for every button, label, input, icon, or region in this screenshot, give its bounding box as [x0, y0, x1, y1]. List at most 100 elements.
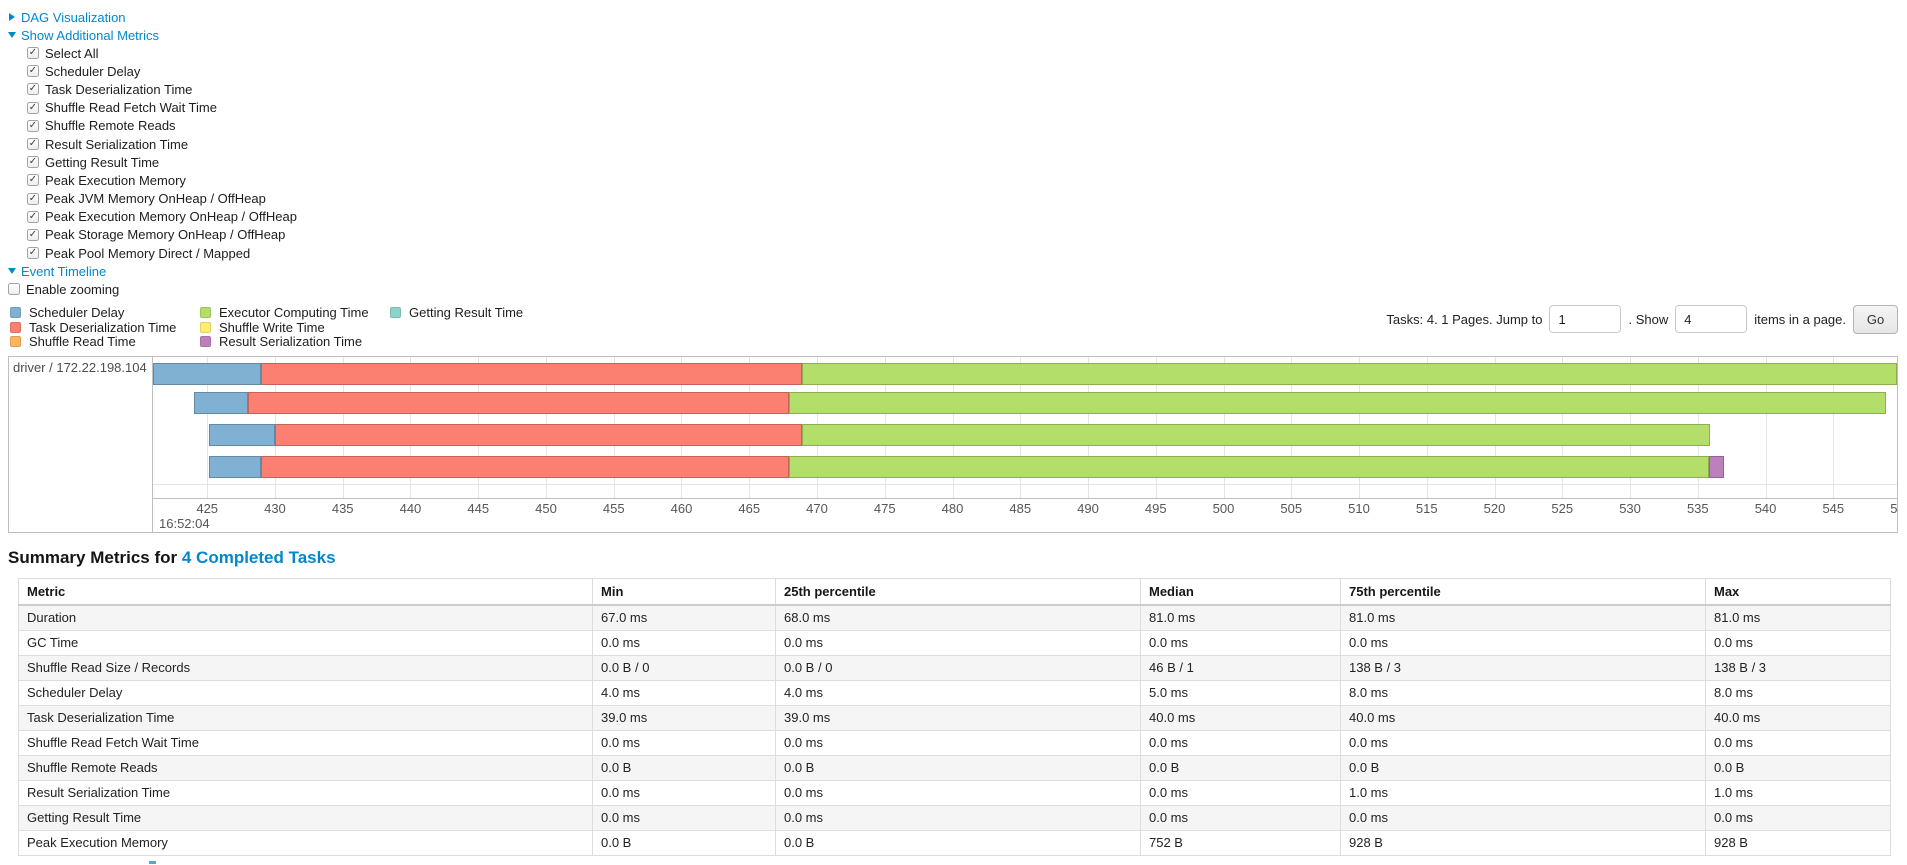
table-row: Getting Result Time 0.0 ms 0.0 ms 0.0 ms 0.0…	[18, 805, 1891, 832]
enable-zooming-label: Enable zooming	[26, 281, 120, 297]
metric-value-cell: 0.0 ms	[1340, 730, 1706, 757]
task-bar-task-deserialization[interactable]	[247, 392, 789, 415]
metric-checkbox[interactable]: ✓	[27, 192, 39, 205]
metric-checkbox-row: ✓ Scheduler Delay	[27, 62, 1907, 80]
metric-value-cell: 0.0 ms	[1705, 730, 1891, 757]
metric-checkbox[interactable]: ✓	[27, 65, 39, 78]
metric-name-cell: Peak Execution Memory	[18, 830, 593, 857]
task-bar-scheduler-delay[interactable]	[193, 392, 248, 415]
metric-value-cell: 8.0 ms	[1340, 680, 1706, 707]
metric-checkbox[interactable]: ✓	[27, 247, 39, 260]
table-header-cell: Median	[1140, 578, 1341, 607]
task-bar-task-deserialization[interactable]	[274, 424, 803, 447]
axis-tick-label: 445	[467, 501, 490, 517]
event-timeline-chart: driver / 172.22.198.104 16:52:04 425 430 4…	[8, 356, 1898, 534]
dag-visualization-link[interactable]: DAG Visualization	[21, 9, 126, 25]
dag-visualization-toggle[interactable]: DAG Visualization	[8, 8, 1907, 26]
metric-checkbox-label: Result Serialization Time	[45, 136, 189, 152]
axis-tick-label: 425	[196, 501, 219, 517]
metric-checkbox-label: Peak Storage Memory OnHeap / OffHeap	[45, 227, 286, 243]
metric-value-cell: 40.0 ms	[1340, 705, 1706, 732]
event-timeline-toggle[interactable]: Event Timeline	[8, 262, 1907, 280]
items-per-page-input[interactable]	[1675, 305, 1748, 334]
metric-value-cell: 0.0 ms	[1140, 805, 1341, 832]
metric-value-cell: 0.0 ms	[592, 780, 776, 807]
metric-checkbox[interactable]: ✓	[27, 101, 39, 114]
task-bar-executor-computing[interactable]	[802, 363, 1897, 386]
metric-checkbox[interactable]: ✓	[27, 174, 39, 187]
task-bar-result-serialization[interactable]	[1708, 456, 1724, 479]
completed-tasks-link[interactable]: 4 Completed Tasks	[181, 548, 336, 568]
table-row: Shuffle Read Size / Records 0.0 B / 0 0.0 …	[18, 655, 1891, 682]
axis-time-label: 16:52:04	[159, 516, 210, 532]
metric-checkbox[interactable]: ✓	[27, 47, 39, 60]
metric-value-cell: 0.0 B	[775, 830, 1141, 857]
metric-checkbox-row: ✓ Peak Pool Memory Direct / Mapped	[27, 244, 1907, 262]
metric-checkbox[interactable]: ✓	[27, 156, 39, 169]
metric-checkbox-row: ✓ Getting Result Time	[27, 153, 1907, 171]
metric-value-cell: 0.0 B / 0	[592, 655, 776, 682]
task-bar-scheduler-delay[interactable]	[208, 456, 262, 479]
metric-value-cell: 40.0 ms	[1140, 705, 1341, 732]
metric-checkbox[interactable]: ✓	[27, 138, 39, 151]
metric-checkbox-label: Getting Result Time	[45, 154, 160, 170]
chevron-down-icon	[8, 268, 16, 275]
axis-tick-label: 550	[1890, 501, 1898, 517]
metric-value-cell: 81.0 ms	[1705, 604, 1891, 632]
metric-value-cell: 0.0 ms	[1340, 630, 1706, 657]
metric-name-cell: Result Serialization Time	[18, 780, 593, 807]
legend-column: Scheduler Delay Task Deserialization Time…	[10, 305, 176, 349]
metric-name-cell: GC Time	[18, 630, 593, 657]
metric-checkbox-label: Scheduler Delay	[45, 63, 141, 79]
axis-tick-label: 455	[602, 501, 625, 517]
legend-item: Shuffle Read Time	[10, 334, 176, 350]
metric-value-cell: 68.0 ms	[775, 604, 1141, 632]
legend-label: Result Serialization Time	[219, 334, 363, 350]
chevron-right-icon	[9, 13, 15, 21]
legend-label: Shuffle Read Time	[29, 334, 136, 350]
legend-item: Result Serialization Time	[200, 334, 369, 350]
jump-to-page-input[interactable]	[1549, 305, 1622, 334]
task-bar-task-deserialization[interactable]	[261, 363, 803, 386]
legend-label: Getting Result Time	[409, 305, 524, 321]
legend-swatch-icon	[200, 307, 211, 319]
metric-value-cell: 1.0 ms	[1705, 780, 1891, 807]
table-row: Shuffle Read Fetch Wait Time 0.0 ms 0.0 ms…	[18, 730, 1891, 757]
metric-checkbox[interactable]: ✓	[27, 228, 39, 241]
task-bar-executor-computing[interactable]	[802, 424, 1710, 447]
timeline-legend-strip: Scheduler Delay Task Deserialization Time…	[8, 302, 1907, 356]
items-per-page-label: items in a page.	[1754, 311, 1846, 327]
metric-checkbox[interactable]: ✓	[27, 210, 39, 223]
axis-tick-label: 485	[1009, 501, 1032, 517]
axis-tick-label: 435	[331, 501, 354, 517]
axis-tick-label: 460	[670, 501, 693, 517]
axis-tick-label: 540	[1754, 501, 1777, 517]
metric-name-cell: Duration	[18, 604, 593, 632]
metric-value-cell: 4.0 ms	[775, 680, 1141, 707]
metric-checkbox[interactable]: ✓	[27, 83, 39, 96]
metric-name-cell: Scheduler Delay	[18, 680, 593, 707]
task-bar-task-deserialization[interactable]	[261, 456, 789, 479]
table-header-cell: Metric	[18, 578, 593, 607]
show-additional-metrics-link[interactable]: Show Additional Metrics	[21, 27, 160, 43]
legend-swatch-icon	[10, 321, 21, 333]
metric-value-cell: 81.0 ms	[1140, 604, 1341, 632]
metric-checkbox-row: ✓ Peak Storage Memory OnHeap / OffHeap	[27, 226, 1907, 244]
legend-swatch-icon	[390, 307, 401, 319]
legend-item: Task Deserialization Time	[10, 320, 176, 335]
metric-checkbox-label: Peak JVM Memory OnHeap / OffHeap	[45, 191, 266, 207]
event-timeline-link[interactable]: Event Timeline	[21, 263, 107, 279]
task-bar-scheduler-delay[interactable]	[208, 424, 275, 447]
table-header-cell: 25th percentile	[775, 578, 1141, 607]
task-bar-executor-computing[interactable]	[788, 456, 1709, 479]
enable-zooming-checkbox[interactable]	[8, 283, 20, 296]
task-bar-scheduler-delay[interactable]	[153, 363, 262, 386]
metric-checkbox[interactable]: ✓	[27, 119, 39, 132]
show-additional-metrics-toggle[interactable]: Show Additional Metrics	[8, 26, 1907, 44]
task-bar-executor-computing[interactable]	[788, 392, 1887, 415]
metric-value-cell: 40.0 ms	[1705, 705, 1891, 732]
metric-checkbox-row: ✓ Shuffle Remote Reads	[27, 117, 1907, 135]
go-button[interactable]: Go	[1853, 304, 1898, 334]
metric-name-cell: Shuffle Read Fetch Wait Time	[18, 730, 593, 757]
metric-value-cell: 0.0 ms	[775, 805, 1141, 832]
